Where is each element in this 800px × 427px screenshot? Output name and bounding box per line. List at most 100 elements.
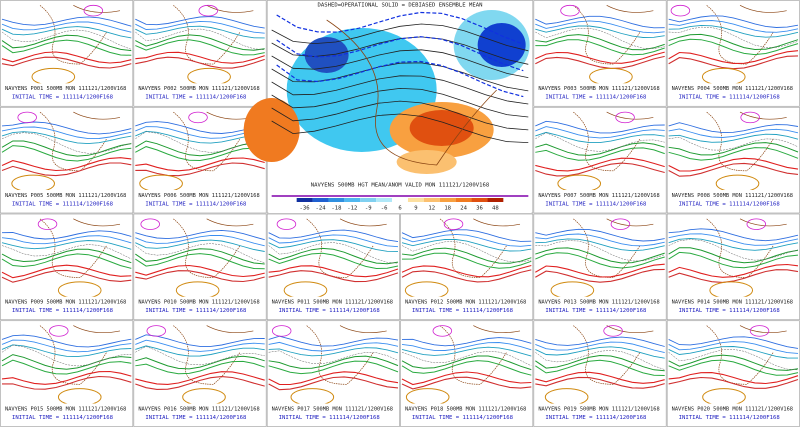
contour-loop xyxy=(432,325,453,337)
contour-line xyxy=(401,252,532,269)
label-box xyxy=(136,83,264,100)
contour-loop xyxy=(49,325,69,337)
contour-line xyxy=(1,140,132,157)
panel-label: NAVYENS P016 500MB MON 111121/1200V168 xyxy=(138,406,260,412)
contour-line xyxy=(401,371,532,386)
panel-label: NAVYENS P017 500MB MON 111121/1200V168 xyxy=(272,406,394,412)
panel-label: NAVYENS P019 500MB MON 111121/1200V168 xyxy=(538,406,660,412)
panel-initial-time: INITIAL TIME = 111114/1200F168 xyxy=(545,95,647,101)
colorbar-label: -24 xyxy=(315,206,326,212)
contour-line xyxy=(1,34,132,52)
contour-line xyxy=(268,247,399,265)
contour-line xyxy=(1,121,132,135)
contour-line xyxy=(668,237,799,251)
coastline xyxy=(73,218,121,227)
contour-line xyxy=(668,233,799,246)
colorbar-label: 18 xyxy=(444,206,451,212)
contour-loop xyxy=(188,111,208,124)
colorbar-swatch xyxy=(455,198,472,202)
colorbar-swatch xyxy=(392,198,408,202)
contour-line xyxy=(1,131,132,145)
contour-line xyxy=(135,234,265,247)
panel-initial-time: INITIAL TIME = 111114/1200F168 xyxy=(145,308,247,314)
panel-initial-time: INITIAL TIME = 111114/1200F168 xyxy=(545,308,647,314)
contour-line xyxy=(135,243,265,264)
contour-line xyxy=(401,233,532,247)
coastline xyxy=(606,218,654,227)
contour-line xyxy=(135,264,265,278)
colorbar-label: 48 xyxy=(492,206,499,212)
contour-line xyxy=(135,355,265,370)
colorbar-label: 24 xyxy=(460,206,467,212)
contour-loop xyxy=(276,218,297,230)
operational-contour xyxy=(276,60,524,98)
coastline xyxy=(439,325,507,385)
contour-line xyxy=(535,55,665,69)
colorbar-label: 12 xyxy=(428,206,435,212)
height-contour xyxy=(271,87,529,118)
map-panel: NAVYENS P004 500MB MON 111121/1200V168 IN… xyxy=(666,0,800,107)
label-box xyxy=(269,403,397,420)
coastline xyxy=(73,111,121,120)
contour-line xyxy=(268,347,399,357)
contour-line xyxy=(268,350,399,364)
contour-loop xyxy=(83,4,104,17)
contour-line xyxy=(1,253,132,269)
height-contour xyxy=(271,23,529,52)
panel-label: NAVYENS P006 500MB MON 111121/1200V168 xyxy=(138,193,260,199)
contour-line xyxy=(668,239,799,261)
contour-line xyxy=(535,371,665,384)
contour-line xyxy=(668,147,799,161)
contour-line xyxy=(535,20,665,34)
label-box xyxy=(136,296,264,313)
anomaly-positive xyxy=(409,110,474,146)
center-title: DASHED=OPERATIONAL SOLID = DEBIASED ENSE… xyxy=(317,3,482,9)
contour-line xyxy=(135,39,265,56)
contour-line xyxy=(135,162,265,177)
contour-line xyxy=(268,355,399,369)
coastline xyxy=(573,5,641,65)
label-box xyxy=(3,296,131,313)
colorbar-label: -9 xyxy=(365,206,372,212)
coastline xyxy=(39,218,107,278)
label-box xyxy=(669,83,797,100)
height-contour xyxy=(271,100,529,131)
label-box xyxy=(136,403,264,420)
anomaly-negative xyxy=(477,23,526,67)
panel-label: NAVYENS P012 500MB MON 111121/1200V168 xyxy=(405,300,527,306)
contour-line xyxy=(135,248,265,265)
contour-line xyxy=(1,157,132,172)
contour-line xyxy=(535,120,665,134)
contour-line xyxy=(668,354,799,371)
contour-line xyxy=(535,354,665,372)
contour-line xyxy=(668,38,799,56)
contour-line xyxy=(268,335,399,347)
panel-initial-time: INITIAL TIME = 111114/1200F168 xyxy=(545,201,647,207)
panel-initial-time: INITIAL TIME = 111114/1200F168 xyxy=(412,308,514,314)
contour-line xyxy=(1,375,132,390)
contour-line xyxy=(135,28,265,51)
contour-line xyxy=(535,126,665,139)
coastline xyxy=(73,325,121,334)
anomaly-positive xyxy=(243,98,300,162)
label-box xyxy=(136,190,264,207)
contour-line xyxy=(135,56,265,69)
panel-initial-time: INITIAL TIME = 111114/1200F168 xyxy=(12,415,114,421)
panel-label: NAVYENS P018 500MB MON 111121/1200V168 xyxy=(405,406,527,412)
contour-line xyxy=(401,264,532,278)
contour-line xyxy=(1,26,132,39)
panel-initial-time: INITIAL TIME = 111114/1200F168 xyxy=(545,415,647,421)
contour-line xyxy=(1,39,132,56)
panel-label: NAVYENS P008 500MB MON 111121/1200V168 xyxy=(672,193,794,199)
coastline xyxy=(739,218,787,227)
contour-line xyxy=(135,239,265,252)
map-panel: NAVYENS P018 500MB MON 111121/1200V168 IN… xyxy=(400,320,534,427)
contour-line xyxy=(135,229,265,241)
label-box xyxy=(403,296,531,313)
contour-line xyxy=(1,126,132,140)
map-panel: NAVYENS P011 500MB MON 111121/1200V168 IN… xyxy=(266,213,400,321)
label-box xyxy=(536,403,664,420)
panel-label: NAVYENS P004 500MB MON 111121/1200V168 xyxy=(672,86,794,92)
map-panel: NAVYENS P008 500MB MON 111121/1200V168 IN… xyxy=(666,106,800,214)
contour-loop xyxy=(610,218,631,230)
